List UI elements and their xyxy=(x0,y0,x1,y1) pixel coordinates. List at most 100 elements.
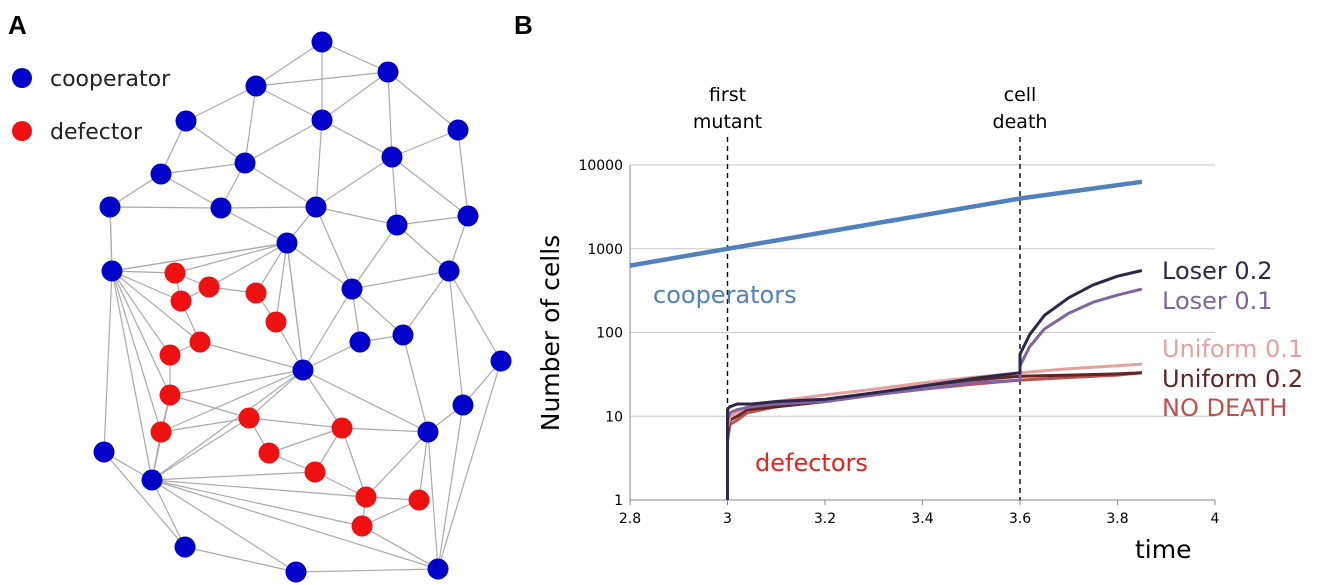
panel-a-label: A xyxy=(8,10,27,40)
cooperator-node xyxy=(349,331,371,353)
network-edge xyxy=(315,156,393,208)
network-edge xyxy=(151,417,250,481)
cooperator-legend-marker xyxy=(12,68,32,88)
network-edge xyxy=(302,369,343,429)
network-edge xyxy=(365,431,429,498)
network-edge xyxy=(199,341,304,371)
network-edge xyxy=(402,334,429,433)
network-edge xyxy=(248,417,343,429)
network-edge xyxy=(185,85,257,122)
network-edge xyxy=(160,162,246,175)
y-tick-label: 1 xyxy=(614,493,623,509)
network-edge xyxy=(255,41,323,87)
network-edge xyxy=(437,404,464,570)
cooperator-node xyxy=(392,324,414,346)
y-tick-label: 1000 xyxy=(587,242,623,258)
network-edge xyxy=(302,288,353,371)
network-edge xyxy=(185,120,246,164)
network-edge xyxy=(111,242,288,272)
x-tick-label: 3.2 xyxy=(814,511,836,527)
network-edge xyxy=(169,394,250,419)
network-edge xyxy=(111,270,171,356)
network-edge xyxy=(286,242,353,290)
cooperator-node xyxy=(99,196,121,218)
network-edge xyxy=(391,129,459,158)
x-axis-title: time xyxy=(1135,535,1191,564)
network-edge xyxy=(315,206,398,226)
network-edge xyxy=(387,71,459,131)
legend-no-death: NO DEATH xyxy=(1162,394,1287,422)
y-tick-label: 100 xyxy=(596,326,623,342)
network-edge xyxy=(111,270,171,396)
cooperator-node xyxy=(305,196,327,218)
network-edge xyxy=(151,479,297,573)
network-edge xyxy=(321,71,389,121)
series-line-cooperators xyxy=(629,179,1143,268)
cooperator-node xyxy=(311,109,333,131)
cooperator-node xyxy=(457,205,479,227)
cooperator-node xyxy=(447,119,469,141)
network-edge xyxy=(286,242,304,371)
network-edge xyxy=(268,427,343,454)
cell-count-chart: 1 10 100 1000 10000 2.8 3 3.2 3.4 3.6 3.8 4 first m… xyxy=(536,84,1303,564)
cooperator-node xyxy=(101,260,123,282)
x-tick-label: 3.6 xyxy=(1009,511,1031,527)
network-edge xyxy=(248,369,304,419)
network-edge xyxy=(418,431,429,501)
cooperator-node xyxy=(285,561,307,583)
network-edge xyxy=(151,369,304,481)
network-edge xyxy=(151,471,316,481)
cooperator-node xyxy=(150,163,172,185)
network-edge xyxy=(208,242,288,288)
network-edge xyxy=(103,451,186,548)
series-line-loser-0-1 xyxy=(726,287,1143,500)
network-edge xyxy=(111,270,162,433)
network-edge xyxy=(402,270,450,336)
network-edge xyxy=(396,215,469,226)
defector-legend-marker xyxy=(12,121,32,141)
y-tick-label: 10000 xyxy=(578,158,623,174)
cooperator-node xyxy=(175,110,197,132)
defector-node xyxy=(164,262,186,284)
cooperator-node xyxy=(234,152,256,174)
network-edge xyxy=(255,85,323,121)
network-edge xyxy=(302,369,429,433)
network-edge xyxy=(391,156,398,226)
defector-node xyxy=(265,311,287,333)
legend-loser-0-2: Loser 0.2 xyxy=(1162,257,1273,285)
network-edge xyxy=(351,288,404,336)
series-legend: Loser 0.2 Loser 0.1 Uniform 0.1 Uniform … xyxy=(1162,257,1303,422)
network-edge xyxy=(275,242,288,323)
defector-node xyxy=(304,461,326,483)
network-edge xyxy=(448,270,502,362)
network-edge xyxy=(111,270,201,343)
cooperator-node xyxy=(292,359,314,381)
cooperator-node xyxy=(490,350,512,372)
defector-legend-label: defector xyxy=(50,120,143,145)
network-edges xyxy=(103,41,502,573)
network-edge xyxy=(160,417,250,433)
network-edge xyxy=(321,119,393,158)
series-line-uniform-0-2 xyxy=(726,371,1142,500)
defector-node xyxy=(170,290,192,312)
series-line-uniform-0-1 xyxy=(726,362,1143,500)
network-edge xyxy=(220,207,288,244)
legend-uniform-0-2: Uniform 0.2 xyxy=(1162,365,1303,393)
network-edge xyxy=(387,71,393,158)
defector-node xyxy=(355,486,377,508)
network-edge xyxy=(244,162,317,208)
cooperator-node xyxy=(341,278,363,300)
legend-uniform-0-1: Uniform 0.1 xyxy=(1162,335,1303,363)
defector-node xyxy=(351,515,373,537)
event-annotation-line: first xyxy=(709,84,746,106)
defector-node xyxy=(159,384,181,406)
x-tick-labels: 2.8 3 3.2 3.4 3.6 3.8 4 xyxy=(619,511,1220,527)
network-edge xyxy=(160,173,222,209)
series-line-loser-0-2 xyxy=(726,269,1143,500)
x-tick-label: 4 xyxy=(1211,511,1220,527)
network-edge xyxy=(448,270,464,406)
network-edge xyxy=(184,546,297,573)
network-edge xyxy=(111,270,182,302)
network-legend: cooperator defector xyxy=(12,67,171,145)
